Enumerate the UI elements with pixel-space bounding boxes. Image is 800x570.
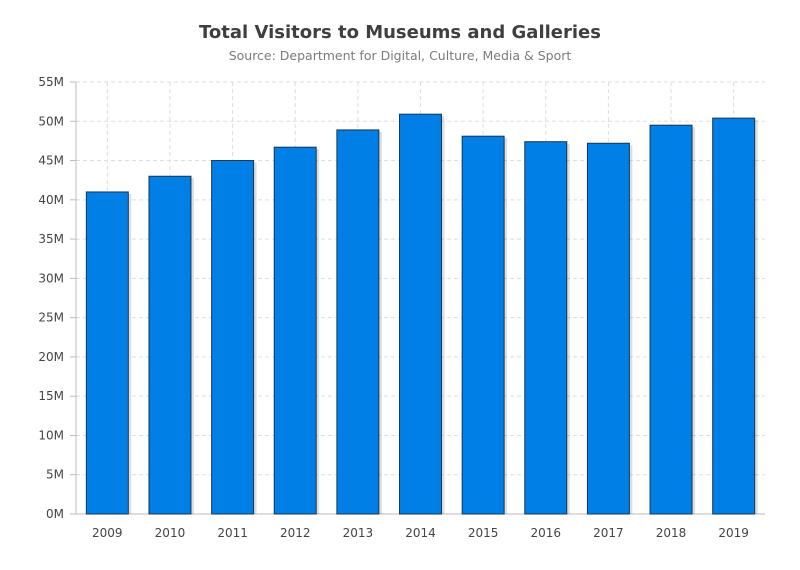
y-tick-label: 5M [46,468,64,482]
x-tick-label: 2009 [92,526,123,540]
x-tick-label: 2010 [155,526,186,540]
chart-subtitle: Source: Department for Digital, Culture,… [228,48,572,63]
bar-2012 [273,146,317,515]
x-tick-label: 2013 [343,526,374,540]
y-tick-label: 20M [38,350,64,364]
y-tick-label: 50M [38,114,64,128]
y-tick-label: 55M [38,75,64,89]
bar-2013 [336,129,380,515]
bar-2018 [649,124,693,515]
x-tick-label: 2018 [656,526,687,540]
bar-2009 [85,191,129,515]
y-tick-label: 0M [46,507,64,521]
x-tick-label: 2019 [718,526,749,540]
bar-2011 [211,160,255,515]
bar-2016 [524,141,568,515]
bars [85,113,758,515]
x-tick-label: 2015 [468,526,499,540]
y-tick-label: 30M [38,271,64,285]
y-tick-label: 15M [38,389,64,403]
x-tick-label: 2017 [593,526,624,540]
bar-2014 [399,113,442,515]
bar-2017 [586,142,630,515]
bar-2019 [712,117,756,515]
y-tick-label: 45M [38,154,64,168]
chart-title: Total Visitors to Museums and Galleries [199,22,601,43]
bar-2015 [461,135,505,515]
tick-labels: 0M 5M 10M 15M 20M 25M 30M 35M 40M 45M 50M 55M 2009 20… [38,75,749,540]
y-tick-label: 40M [38,193,64,207]
x-tick-label: 2011 [217,526,248,540]
y-tick-label: 25M [38,311,64,325]
x-tick-label: 2016 [530,526,561,540]
x-tick-label: 2014 [405,526,436,540]
x-tick-label: 2012 [280,526,311,540]
y-tick-label: 10M [38,428,64,442]
bar-2010 [148,175,192,515]
y-tick-label: 35M [38,232,64,246]
